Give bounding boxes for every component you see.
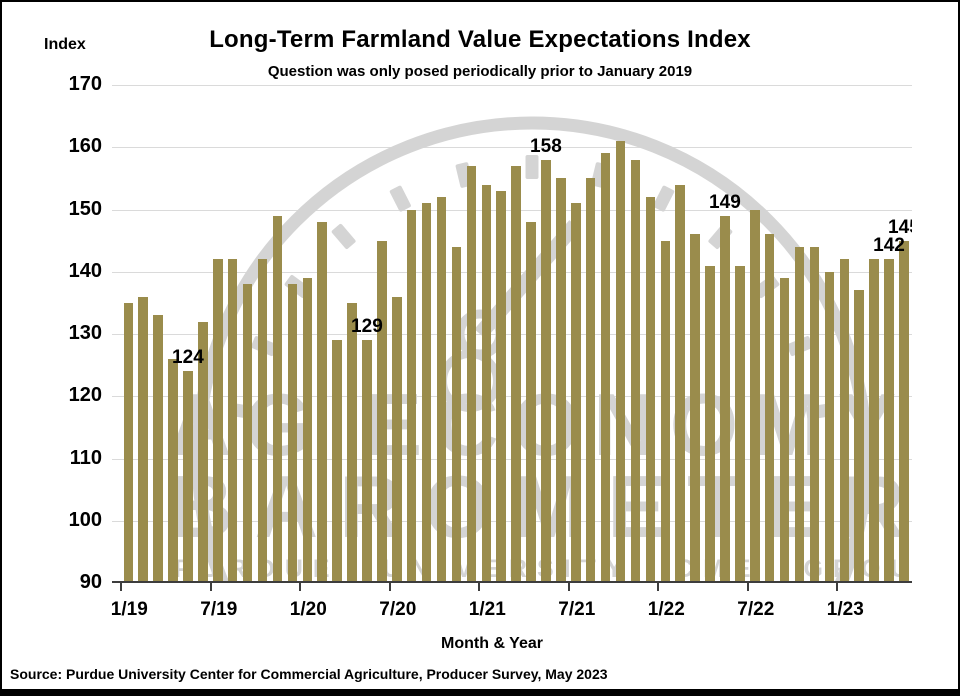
bar: [511, 165, 521, 583]
y-tick-label: 160: [68, 135, 102, 158]
x-tick-mark: [836, 583, 839, 591]
x-tick-mark: [120, 583, 123, 591]
bar: [615, 141, 626, 583]
y-tick-label: 100: [68, 508, 102, 531]
bar: [720, 215, 730, 583]
bar: [377, 240, 387, 583]
x-tick-mark: [209, 583, 212, 591]
bar: [287, 284, 298, 583]
bar: [660, 240, 670, 583]
x-tick-mark: [299, 583, 302, 591]
bar: [257, 259, 268, 583]
data-label: 129: [351, 316, 383, 338]
bar: [690, 234, 700, 583]
y-tick-label: 170: [68, 73, 102, 95]
bar: [645, 197, 656, 583]
bar: [213, 259, 223, 583]
data-label: 142: [873, 235, 905, 257]
y-tick-label: 150: [68, 197, 102, 220]
x-tick-label: 1/23: [826, 599, 864, 620]
x-tick-mark: [478, 583, 481, 591]
data-label: 158: [530, 135, 562, 157]
bar: [764, 234, 775, 583]
chart-title: Long-Term Farmland Value Expectations In…: [209, 26, 751, 53]
y-tick-label: 120: [68, 384, 102, 407]
bar: [884, 259, 894, 583]
chart-subtitle: Question was only posed periodically pri…: [267, 63, 693, 80]
bar: [168, 358, 178, 583]
bar: [854, 290, 864, 583]
y-tick-label: 90: [79, 571, 102, 593]
gridline: [112, 147, 912, 149]
x-tick-label: 7/22: [737, 599, 775, 620]
x-tick-mark: [657, 583, 660, 591]
bar: [750, 209, 760, 583]
x-axis-title: Month & Year: [441, 635, 543, 652]
bar: [735, 265, 745, 583]
bar: [600, 153, 611, 583]
bar: [526, 221, 536, 583]
x-tick-label: 1/20: [289, 599, 327, 620]
y-tick-label: 130: [68, 322, 102, 344]
plot-area: AG ECONOMY BAROMETER PURDUE UNIVERSITY C…: [112, 85, 912, 583]
bar: [571, 203, 581, 583]
bar: [541, 159, 551, 583]
x-tick-label: 1/19: [110, 599, 148, 620]
bar: [630, 159, 641, 583]
bar: [675, 184, 685, 583]
bar: [198, 321, 208, 583]
bar: [556, 178, 566, 583]
bar: [794, 246, 805, 583]
bar: [317, 221, 327, 583]
data-label: 149: [709, 191, 741, 213]
bar: [183, 371, 193, 583]
bar: [347, 302, 357, 583]
bar: [451, 246, 462, 583]
bar: [899, 240, 909, 583]
bar: [392, 296, 402, 583]
bar: [824, 271, 835, 583]
bottom-border-bar: [2, 689, 958, 694]
bar: [272, 215, 283, 583]
data-label: 124: [172, 347, 204, 369]
bar: [421, 203, 432, 583]
x-axis-line: [112, 581, 912, 583]
bar: [809, 246, 820, 583]
x-tick-mark: [567, 583, 570, 591]
bar: [242, 284, 253, 583]
bar: [496, 190, 506, 583]
bar: [705, 265, 715, 583]
bar: [406, 209, 417, 583]
bar: [779, 277, 790, 583]
x-tick-label: 7/21: [558, 599, 596, 620]
y-tick-label: 110: [69, 446, 102, 469]
x-tick-label: 7/19: [200, 599, 238, 620]
bar: [481, 184, 491, 583]
y-tick-label: 140: [68, 259, 102, 282]
x-tick-label: 7/20: [379, 599, 417, 620]
bar: [839, 259, 849, 583]
x-tick-label: 1/21: [468, 599, 506, 620]
data-label: 145: [888, 216, 912, 238]
bar: [153, 315, 163, 583]
bar: [869, 259, 879, 583]
x-tick-mark: [388, 583, 391, 591]
bar: [123, 302, 133, 583]
gridline: [112, 85, 912, 86]
bar: [585, 178, 596, 583]
bar: [302, 277, 312, 583]
y-axis-title: Index: [44, 36, 86, 53]
x-tick-label: 1/22: [647, 599, 685, 620]
bar: [227, 259, 238, 583]
bar: [332, 340, 342, 583]
bar: [436, 197, 447, 583]
x-tick-mark: [746, 583, 749, 591]
bar: [362, 340, 372, 583]
bar: [138, 296, 148, 583]
source-note: Source: Purdue University Center for Com…: [10, 666, 608, 682]
bar: [466, 165, 477, 583]
